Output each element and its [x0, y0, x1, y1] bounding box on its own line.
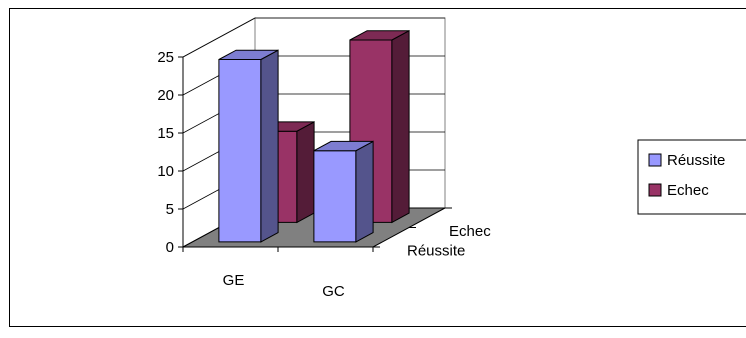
y-tick-label: 0: [166, 239, 174, 256]
legend-label: Réussite: [667, 152, 725, 169]
bar-side-face: [356, 141, 373, 242]
bar-Réussite-GC: [314, 141, 373, 242]
bar-side-face: [392, 31, 409, 223]
y-tick-label: 10: [157, 163, 174, 180]
y-tick-label: 20: [157, 87, 174, 104]
bar-front-face: [219, 60, 261, 242]
legend-swatch: [649, 154, 661, 166]
x-category-label: GE: [223, 272, 245, 289]
legend-swatch: [649, 184, 661, 196]
bar-side-face: [297, 122, 314, 222]
depth-category-label: Réussite: [407, 242, 465, 259]
bar-Réussite-GE: [219, 50, 278, 242]
y-tick-label: 25: [157, 49, 174, 66]
y-tick-label: 15: [157, 125, 174, 142]
depth-category-label: Echec: [449, 223, 491, 240]
legend-label: Echec: [667, 182, 709, 199]
bar-front-face: [314, 151, 356, 242]
x-category-label: GC: [322, 283, 345, 300]
y-tick-label: 5: [166, 201, 174, 218]
bar-side-face: [261, 50, 278, 242]
